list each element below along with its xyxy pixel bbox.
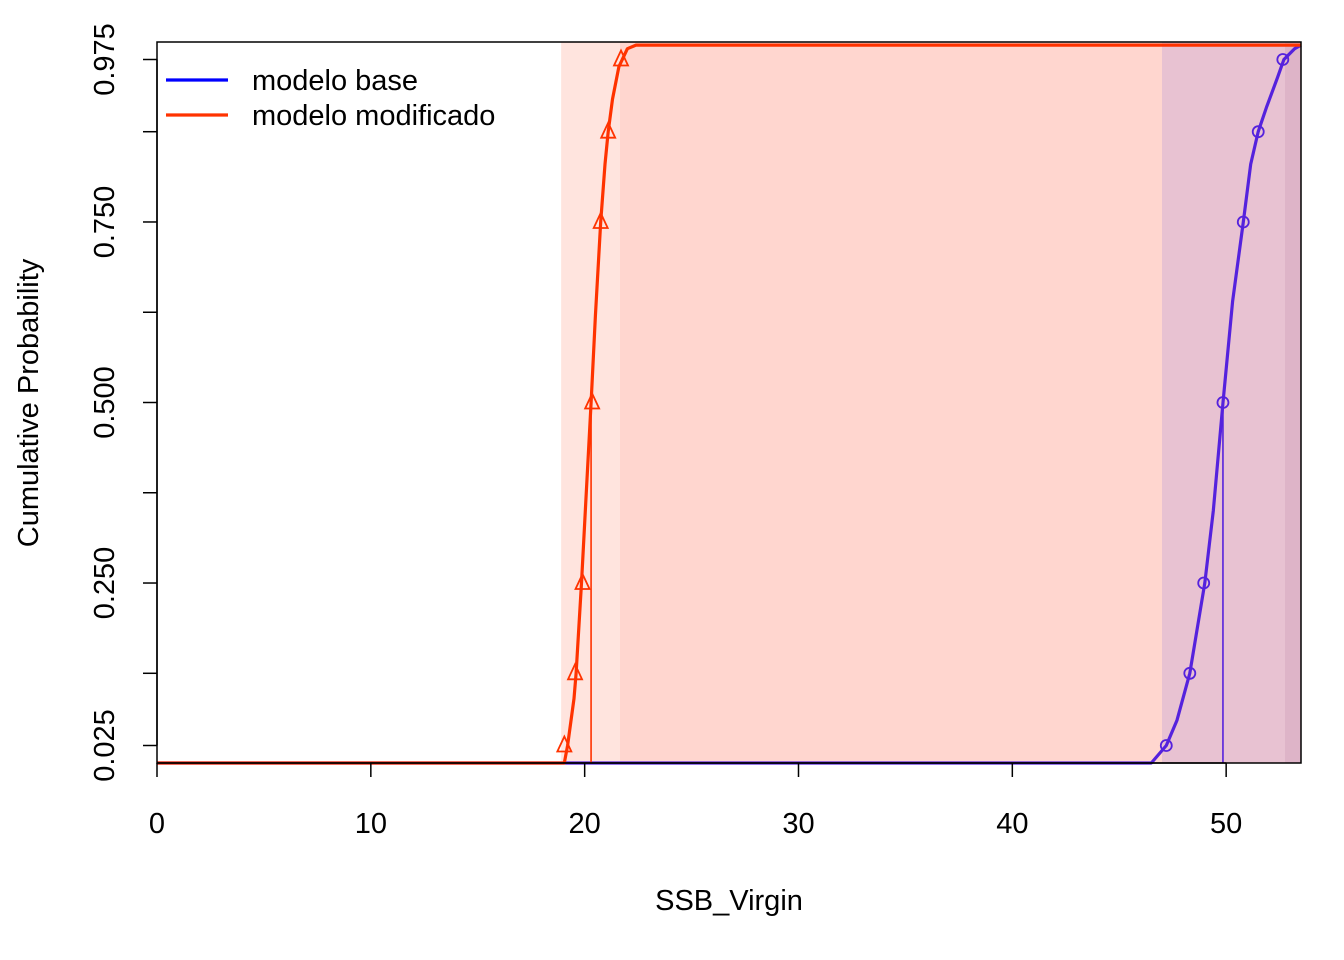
y-tick-label-2: 0.500 bbox=[89, 366, 121, 439]
x-tick-label-4: 40 bbox=[996, 808, 1028, 840]
y-tick-label-1: 0.250 bbox=[89, 547, 121, 620]
quantile-point-0-6 bbox=[1276, 53, 1290, 66]
quantile-point-0-0 bbox=[1159, 739, 1173, 752]
quantile-point-1-4 bbox=[592, 210, 610, 229]
quantile-point-1-0 bbox=[555, 734, 573, 753]
legend-label-0: modelo base bbox=[252, 65, 418, 97]
quantile-point-0-3 bbox=[1216, 396, 1230, 409]
quantile-point-1-1 bbox=[566, 662, 584, 681]
y-axis: 0.025 0.250 0.500 0.750 0.975 bbox=[89, 23, 158, 782]
x-axis-label: SSB_Virgin bbox=[655, 885, 803, 917]
quantile-point-1-5 bbox=[599, 120, 617, 139]
legend-label-1: modelo modificado bbox=[252, 100, 495, 132]
y-tick-label-0: 0.025 bbox=[89, 709, 121, 782]
x-axis: 0 10 20 30 40 50 bbox=[149, 762, 1242, 840]
shading-layer bbox=[561, 42, 1301, 763]
quantile-point-0-4 bbox=[1236, 215, 1250, 229]
quantile-point-1-2 bbox=[574, 571, 591, 590]
x-tick-label-1: 10 bbox=[355, 808, 387, 840]
shade-region-tail-0 bbox=[1284, 42, 1301, 763]
quantile-point-1-3 bbox=[583, 391, 601, 410]
y-tick-label-3: 0.750 bbox=[89, 186, 121, 259]
quantile-point-0-2 bbox=[1197, 576, 1211, 590]
y-axis-label: Cumulative Probability bbox=[13, 258, 45, 547]
quantile-point-0-1 bbox=[1183, 666, 1197, 680]
x-tick-label-0: 0 bbox=[149, 808, 165, 840]
x-tick-label-2: 20 bbox=[569, 808, 601, 840]
x-tick-label-3: 30 bbox=[782, 808, 814, 840]
x-tick-label-5: 50 bbox=[1210, 808, 1242, 840]
y-tick-label-4: 0.975 bbox=[89, 23, 121, 96]
quantile-point-0-5 bbox=[1251, 125, 1265, 139]
quantile-point-1-6 bbox=[612, 48, 630, 67]
